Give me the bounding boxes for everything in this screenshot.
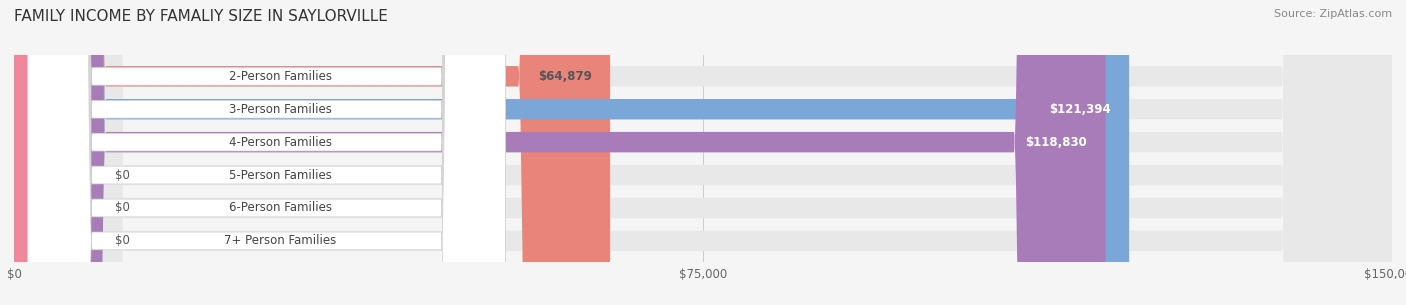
Text: 7+ Person Families: 7+ Person Families [225,235,336,247]
FancyBboxPatch shape [14,0,1392,305]
FancyBboxPatch shape [28,0,506,305]
Text: $64,879: $64,879 [537,70,592,83]
FancyBboxPatch shape [28,0,506,305]
FancyBboxPatch shape [14,0,1392,305]
FancyBboxPatch shape [14,0,1105,305]
Text: 5-Person Families: 5-Person Families [229,169,332,181]
Text: $0: $0 [115,169,129,181]
FancyBboxPatch shape [28,0,506,305]
Text: Source: ZipAtlas.com: Source: ZipAtlas.com [1274,9,1392,19]
FancyBboxPatch shape [14,0,79,305]
Text: $0: $0 [115,235,129,247]
Text: FAMILY INCOME BY FAMALIY SIZE IN SAYLORVILLE: FAMILY INCOME BY FAMALIY SIZE IN SAYLORV… [14,9,388,24]
FancyBboxPatch shape [14,0,79,305]
FancyBboxPatch shape [14,0,1392,305]
Text: $121,394: $121,394 [1049,103,1111,116]
FancyBboxPatch shape [14,0,1392,305]
Text: 2-Person Families: 2-Person Families [229,70,332,83]
Text: 6-Person Families: 6-Person Families [229,202,332,214]
FancyBboxPatch shape [14,0,1129,305]
FancyBboxPatch shape [28,0,506,305]
FancyBboxPatch shape [28,0,506,305]
Text: $0: $0 [115,202,129,214]
FancyBboxPatch shape [14,0,610,305]
Text: 3-Person Families: 3-Person Families [229,103,332,116]
Text: $118,830: $118,830 [1025,136,1087,149]
FancyBboxPatch shape [14,0,1392,305]
FancyBboxPatch shape [14,0,79,305]
Text: 4-Person Families: 4-Person Families [229,136,332,149]
FancyBboxPatch shape [14,0,1392,305]
FancyBboxPatch shape [28,0,506,305]
